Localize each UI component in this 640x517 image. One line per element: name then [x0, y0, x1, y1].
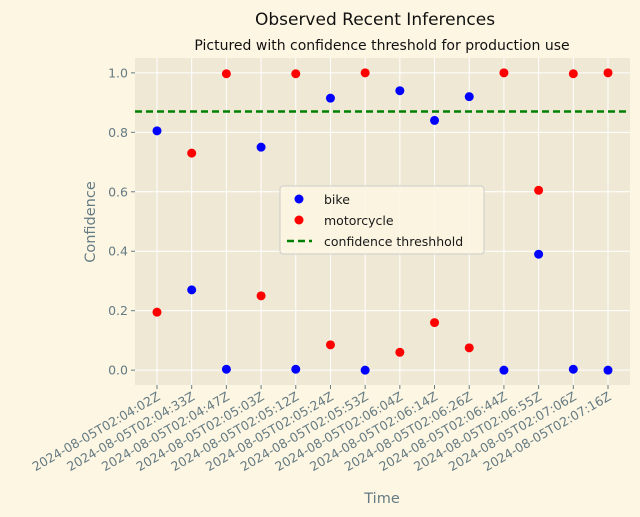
point-bike — [430, 115, 440, 125]
chart-title: Observed Recent Inferences — [255, 10, 495, 30]
point-motorcycle — [430, 318, 440, 328]
point-motorcycle — [291, 69, 301, 79]
point-bike — [534, 249, 544, 259]
point-bike — [187, 285, 197, 295]
point-bike — [291, 364, 301, 374]
y-tick-label: 0.2 — [108, 303, 128, 318]
point-bike — [325, 93, 335, 103]
y-tick-label: 0.4 — [108, 244, 128, 259]
legend-label-motorcycle: motorcycle — [324, 213, 394, 228]
point-motorcycle — [603, 68, 613, 78]
y-tick-label: 0.0 — [108, 363, 128, 378]
point-bike — [221, 364, 231, 374]
chart-subtitle: Pictured with confidence threshold for p… — [194, 38, 569, 54]
point-bike — [499, 365, 509, 375]
y-axis-label: Confidence — [83, 181, 99, 263]
point-bike — [603, 365, 613, 375]
legend-marker-motorcycle — [294, 215, 304, 225]
legend: bike motorcycle confidence threshhold — [279, 185, 485, 255]
point-bike — [568, 364, 578, 374]
point-motorcycle — [325, 340, 335, 350]
point-motorcycle — [187, 148, 197, 158]
point-motorcycle — [395, 347, 405, 357]
point-motorcycle — [534, 185, 544, 195]
point-bike — [395, 86, 405, 96]
y-tick-labels: 0.0 0.2 0.4 0.6 0.8 1.0 — [108, 65, 135, 378]
y-tick-label: 1.0 — [108, 65, 128, 80]
point-bike — [152, 126, 162, 136]
point-motorcycle — [256, 291, 266, 301]
point-bike — [360, 365, 370, 375]
point-motorcycle — [499, 68, 509, 78]
point-motorcycle — [568, 69, 578, 79]
legend-box — [279, 185, 485, 255]
point-motorcycle — [221, 69, 231, 79]
point-motorcycle — [464, 343, 474, 353]
x-axis-label: Time — [363, 491, 400, 507]
points-layer — [152, 68, 613, 375]
legend-marker-bike — [294, 194, 304, 204]
x-tick-labels: 2024-08-05T02:04:02Z2024-08-05T02:04:33Z… — [29, 385, 614, 474]
legend-label-threshold: confidence threshhold — [324, 234, 463, 249]
y-tick-label: 0.8 — [108, 125, 128, 140]
legend-label-bike: bike — [324, 192, 350, 207]
point-bike — [464, 92, 474, 102]
point-bike — [256, 142, 266, 152]
y-tick-label: 0.6 — [108, 184, 128, 199]
point-motorcycle — [152, 307, 162, 317]
point-motorcycle — [360, 68, 370, 78]
